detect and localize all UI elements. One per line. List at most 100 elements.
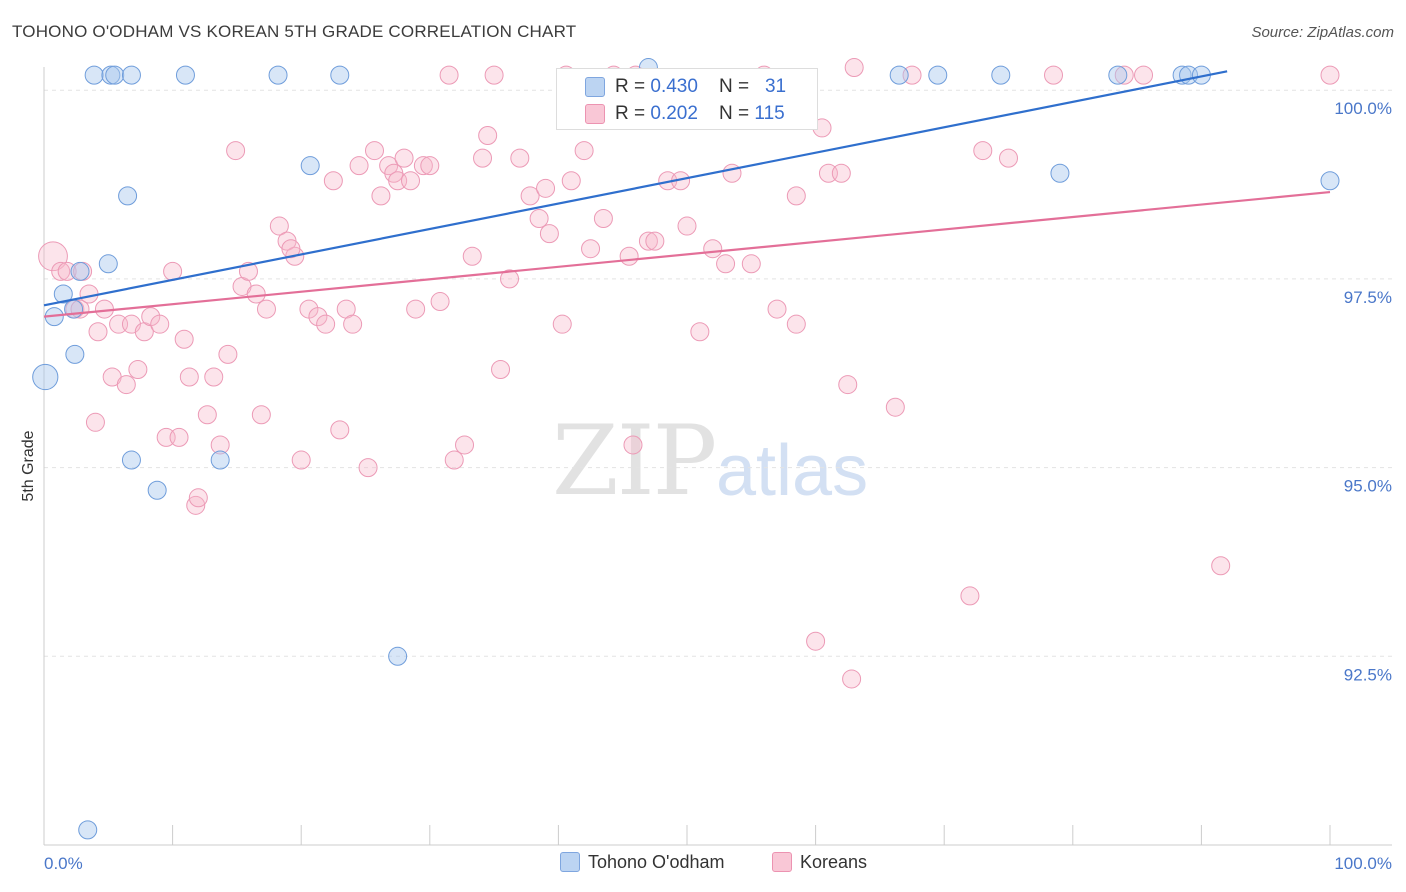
y-tick-label: 95.0% [1344,477,1392,496]
korean-point [358,458,378,478]
legend-r-value: 0.202 [650,103,698,124]
korean-point [371,186,391,206]
korean-point [316,314,336,334]
source-label: Source: ZipAtlas.com [1251,24,1394,41]
tohono-point [1320,171,1340,191]
tohono-point [175,65,195,85]
korean-point [291,450,311,470]
korean-point [716,254,736,274]
korean-point [885,397,905,417]
korean-point [349,156,369,176]
korean-point [281,239,301,259]
korean-point [343,314,363,334]
y-tick-label: 92.5% [1344,665,1392,684]
korean-point [690,322,710,342]
korean-point [842,669,862,689]
tohono-point [889,65,909,85]
legend-swatch-pink [772,852,792,872]
korean-point [1320,65,1340,85]
korean-point [619,246,639,266]
korean-point [269,216,289,236]
korean-point [323,171,343,191]
korean-point [251,405,271,425]
korean-point [844,58,864,78]
korean-point [439,65,459,85]
korean-point [973,141,993,161]
watermark-atlas: atlas [716,431,869,511]
grid-lines [44,89,1392,657]
korean-point [186,495,206,515]
tohono-point [98,254,118,274]
koreans-points [38,58,1340,689]
korean-point [500,269,520,289]
korean-point [246,284,266,304]
tohono-point [84,65,104,85]
korean-point [1211,556,1231,576]
tohono-point [1108,65,1128,85]
chart-title: TOHONO O'ODHAM VS KOREAN 5TH GRADE CORRE… [12,22,577,41]
tohono-point [53,284,73,304]
y-tick-labels: 92.5% 95.0% 97.5% 100.0% [1334,99,1392,684]
korean-point [406,299,426,319]
tohono-point [65,344,85,364]
legend-n-value: 31 [764,76,787,97]
tohono-point [105,65,125,85]
x-tick-label: 100.0% [1334,854,1392,873]
korean-point [85,412,105,432]
korean-point [128,359,148,379]
korean-point [226,141,246,161]
axes [43,67,1392,846]
legend-item-tohono: Tohono O'odham [560,852,725,873]
tohono-point [70,261,90,281]
korean-point [197,405,217,425]
y-tick-label: 97.5% [1344,288,1392,307]
korean-point [806,631,826,651]
korean-point [484,65,504,85]
korean-point [999,148,1018,168]
korean-point [179,367,199,387]
legend-n-label: N = [719,76,755,97]
korean-point [786,314,806,334]
korean-point [365,141,385,161]
korean-point [831,163,851,183]
tohono-point [268,65,288,85]
korean-point [478,125,498,145]
korean-point [645,231,665,251]
korean-point [581,239,601,259]
korean-point [561,171,581,191]
korean-point [51,261,71,281]
korean-point [218,344,238,364]
x-tick-labels: 0.0% 100.0% [44,854,1392,873]
tohono-point [388,646,408,666]
legend-r-label: R = [615,103,651,124]
korean-point [786,186,806,206]
tohono-point [147,480,167,500]
tohono-points [32,58,1340,840]
tohono-trend-line [43,70,1228,307]
korean-point [1044,65,1064,85]
korean-point [256,299,276,319]
korean-point [204,367,224,387]
korean-point [116,375,136,395]
tohono-point [32,363,59,391]
korean-point [838,375,858,395]
korean-point [703,239,723,259]
korean-point [462,246,482,266]
legend-r-label: R = [615,76,651,97]
legend-item-koreans: Koreans [772,852,867,873]
korean-point [330,420,350,440]
korean-point [430,292,450,312]
korean-point [593,209,613,229]
korean-point [79,284,99,304]
legend-swatch-pink [585,104,605,124]
korean-point [420,156,440,176]
x-tick-label: 0.0% [44,854,83,873]
korean-point [444,450,464,470]
y-axis-label: 5th Grade [20,430,37,501]
korean-point [88,322,108,342]
korean-point [510,148,530,168]
tohono-point [121,450,141,470]
legend-label-koreans: Koreans [800,852,868,872]
tohono-point [300,156,320,176]
legend-swatch-blue [560,852,580,872]
